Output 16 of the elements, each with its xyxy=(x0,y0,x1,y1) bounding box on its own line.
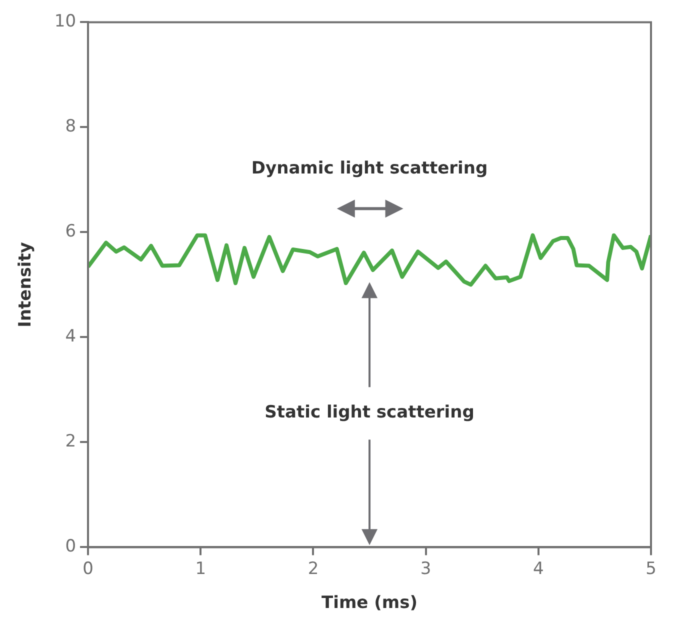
x-tick-label: 1 xyxy=(195,558,206,579)
x-tick-label: 3 xyxy=(420,558,432,579)
annotation: Dynamic light scattering xyxy=(251,158,488,179)
annotation: Static light scattering xyxy=(264,402,474,423)
x-tick-label: 2 xyxy=(308,558,319,579)
y-tick-label: 4 xyxy=(65,326,76,347)
y-axis-title: Intensity xyxy=(16,242,36,328)
x-tick-label: 0 xyxy=(82,558,94,579)
y-tick-label: 8 xyxy=(65,116,76,137)
y-tick-label: 0 xyxy=(65,536,76,557)
y-tick-label: 6 xyxy=(65,222,76,242)
x-axis-title: Time (ms) xyxy=(322,593,418,614)
x-tick-label: 4 xyxy=(532,558,544,579)
x-tick-label: 5 xyxy=(646,558,656,579)
y-tick-label: 10 xyxy=(54,12,76,32)
y-tick-label: 2 xyxy=(65,432,76,452)
